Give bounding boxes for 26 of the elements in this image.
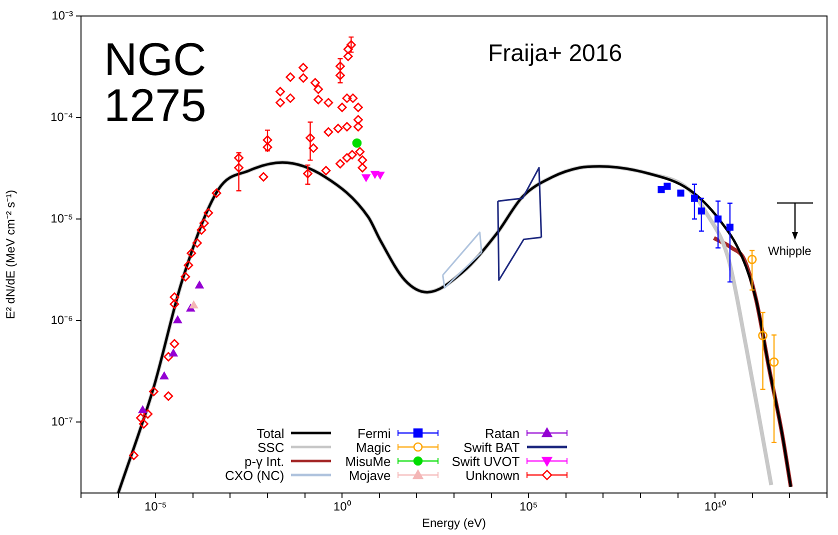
legend-label: Swift UVOT: [452, 454, 520, 468]
x-tick-label: 10⁵: [519, 500, 538, 514]
legend-label: SSC: [257, 440, 284, 454]
x-axis-title: Energy (eV): [422, 516, 486, 530]
y-axis-title: E² dN/dE (MeV cm⁻² s⁻¹): [4, 190, 18, 320]
y-tick-label: 10⁻⁵: [50, 211, 74, 226]
annotation: NGC 1275: [104, 33, 208, 131]
legend-label: MisuMe: [345, 454, 391, 468]
y-tick-label: 10⁻³: [52, 8, 74, 22]
legend-label: CXO (NC): [225, 468, 284, 482]
legend-label: Unknown: [465, 468, 520, 482]
legend-label: Mojave: [348, 468, 391, 482]
legend-label: Total: [256, 426, 284, 440]
x-tick-label: 10⁻⁵: [144, 500, 167, 514]
x-tick-label: 10¹⁰: [704, 500, 726, 514]
x-tick-label: 10⁰: [333, 500, 351, 514]
legend-label: Ratan: [484, 426, 520, 440]
y-tick-label: 10⁻⁶: [50, 312, 74, 327]
legend-label: Swift BAT: [464, 440, 520, 454]
annotation: Whipple: [768, 244, 812, 258]
legend-label: p-γ Int.: [244, 454, 284, 468]
y-tick-label: 10⁻⁴: [50, 110, 73, 124]
annotation: Fraija+ 2016: [488, 40, 624, 67]
y-tick-label: 10⁻⁷: [51, 414, 73, 428]
legend-label: Fermi: [358, 426, 391, 440]
legend-label: Magic: [356, 440, 391, 454]
